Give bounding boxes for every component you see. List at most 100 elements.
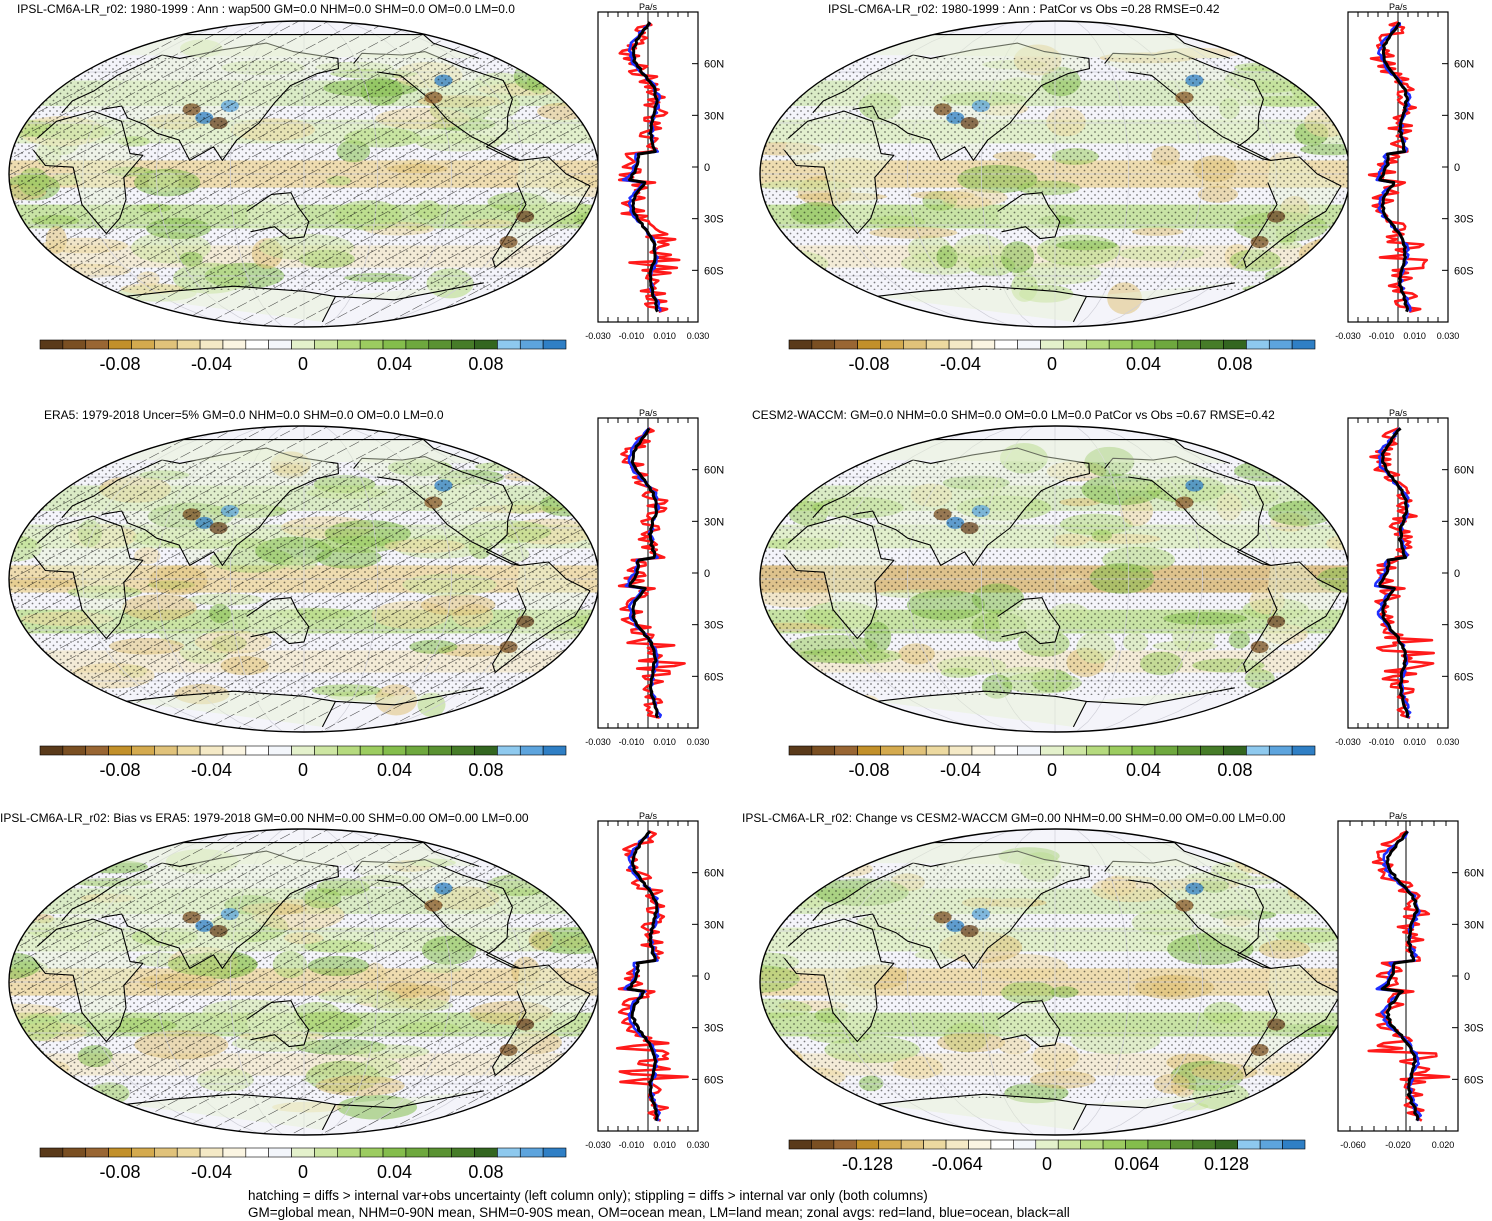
colorbar-swatch bbox=[945, 1139, 969, 1150]
colorbar-swatch bbox=[519, 1147, 544, 1158]
colorbar-tick-label: 0.04 bbox=[377, 760, 412, 780]
zonal-lat-label: 30N bbox=[1464, 919, 1484, 931]
colorbar-tick-label: -0.064 bbox=[932, 1154, 983, 1174]
field-blotch bbox=[773, 865, 820, 896]
colorbar-swatch bbox=[994, 745, 1018, 756]
colorbar-swatch bbox=[359, 745, 384, 756]
zonal-lat-label: 30S bbox=[1464, 1023, 1484, 1035]
panel-5-map bbox=[759, 828, 1351, 1136]
colorbar-swatch bbox=[1177, 339, 1201, 350]
colorbar-tick-label: 0.08 bbox=[1217, 354, 1252, 374]
colorbar-tick-label: -0.08 bbox=[100, 354, 141, 374]
colorbar-swatch bbox=[1063, 745, 1087, 756]
stippling bbox=[760, 463, 1350, 695]
panel-0-zonal-mean-plot: Pa/s -0.030 -0.010 0.010 0.030 60N 30N 0 30S 60S bbox=[585, 2, 724, 341]
colorbar-swatch bbox=[222, 1147, 247, 1158]
zonal-lat-label: 30S bbox=[1454, 214, 1474, 226]
colorbar-swatch bbox=[900, 1139, 924, 1150]
zonal-x-tick-label: -0.020 bbox=[1385, 1140, 1411, 1150]
zonal-lat-label: 60S bbox=[1454, 671, 1474, 683]
colorbar-swatch bbox=[1086, 745, 1110, 756]
zonal-lat-label: 30N bbox=[704, 516, 724, 528]
colorbar-swatch bbox=[268, 745, 292, 756]
colorbar-tick-label: 0 bbox=[1047, 354, 1057, 374]
colorbar-swatch bbox=[1108, 745, 1133, 756]
hatching bbox=[9, 829, 599, 1135]
colorbar-swatch bbox=[291, 1147, 315, 1158]
zonal-unit-label: Pa/s bbox=[639, 2, 658, 12]
colorbar-swatch bbox=[834, 339, 858, 350]
field-blotch bbox=[9, 691, 59, 708]
colorbar-swatch bbox=[451, 339, 475, 350]
field-blotch bbox=[9, 1081, 52, 1113]
panel-2-colorbar: -0.08 -0.04 0 0.04 0.08 bbox=[39, 745, 567, 780]
coastline-greenland bbox=[869, 439, 1231, 464]
colorbar-swatch bbox=[1080, 1139, 1104, 1150]
zonal-x-tick-label: -0.010 bbox=[619, 1140, 645, 1150]
zonal-lat-label: 60S bbox=[704, 265, 724, 277]
colorbar-swatch bbox=[314, 339, 338, 350]
colorbar-swatch bbox=[1268, 339, 1293, 350]
zonal-x-tick-label: 0.030 bbox=[687, 1140, 710, 1150]
field-blotch bbox=[28, 452, 98, 463]
zonal-unit-label: Pa/s bbox=[1389, 811, 1408, 821]
colorbar-swatch bbox=[405, 1147, 430, 1158]
colorbar-swatch bbox=[542, 745, 567, 756]
colorbar-swatch bbox=[382, 1147, 407, 1158]
zonal-frame bbox=[1337, 820, 1459, 1132]
zonal-x-tick-label: -0.030 bbox=[585, 331, 611, 341]
panel-2-title: ERA5: 1979-2018 Uncer=5% GM=0.0 NHM=0.0 … bbox=[44, 408, 444, 422]
zonal-x-tick-label: 0.010 bbox=[653, 1140, 676, 1150]
colorbar-swatch bbox=[62, 339, 87, 350]
colorbar-tick-label: 0.08 bbox=[468, 1162, 503, 1182]
colorbar-tick-label: 0.04 bbox=[377, 354, 412, 374]
zonal-x-tick-label: -0.060 bbox=[1340, 1140, 1366, 1150]
colorbar-tick-label: 0.08 bbox=[468, 354, 503, 374]
colorbar-tick-label: 0 bbox=[1047, 760, 1057, 780]
colorbar-swatch bbox=[1154, 339, 1179, 350]
zonal-x-tick-label: -0.030 bbox=[585, 737, 611, 747]
colorbar-swatch bbox=[245, 339, 269, 350]
colorbar-swatch bbox=[108, 745, 132, 756]
colorbar-tick-label: -0.04 bbox=[940, 354, 981, 374]
colorbar-swatch bbox=[1063, 339, 1087, 350]
colorbar-swatch bbox=[428, 339, 452, 350]
colorbar-swatch bbox=[880, 745, 904, 756]
colorbar-swatch bbox=[519, 745, 544, 756]
panel-2-map bbox=[8, 425, 600, 733]
colorbar-tick-label: -0.08 bbox=[100, 1162, 141, 1182]
colorbar-swatch bbox=[428, 745, 452, 756]
colorbar-swatch bbox=[131, 745, 155, 756]
colorbar-swatch bbox=[1268, 745, 1293, 756]
colorbar-swatch bbox=[154, 745, 178, 756]
colorbar-swatch bbox=[1223, 745, 1247, 756]
colorbar-swatch bbox=[62, 745, 87, 756]
field-blotch bbox=[9, 466, 56, 477]
colorbar-swatch bbox=[788, 745, 813, 756]
zonal-x-tick-label: 0.010 bbox=[1403, 737, 1426, 747]
colorbar-swatch bbox=[1154, 745, 1179, 756]
colorbar-swatch bbox=[314, 1147, 338, 1158]
panel-1-zonal-mean-plot: Pa/s -0.030 -0.010 0.010 0.030 60N 30N 0 30S 60S bbox=[1335, 2, 1474, 341]
field-blotch bbox=[774, 857, 819, 876]
zonal-lat-label: 30N bbox=[704, 110, 724, 122]
zonal-lat-label: 0 bbox=[704, 971, 710, 983]
colorbar-swatch bbox=[1214, 1139, 1238, 1150]
colorbar-swatch bbox=[1013, 1139, 1037, 1150]
colorbar-swatch bbox=[291, 339, 315, 350]
zonal-lat-label: 30N bbox=[704, 919, 724, 931]
colorbar-swatch bbox=[39, 745, 64, 756]
zonal-lat-label: 0 bbox=[704, 162, 710, 174]
colorbar-swatch bbox=[971, 745, 996, 756]
zonal-x-tick-label: 0.010 bbox=[1403, 331, 1426, 341]
colorbar-swatch bbox=[176, 745, 201, 756]
colorbar-swatch bbox=[968, 1139, 992, 1150]
panel-5-zonal-mean-plot: Pa/s -0.060 -0.020 0.020 60N 30N 0 30S 60S bbox=[1337, 811, 1484, 1150]
hatching bbox=[9, 21, 599, 327]
zonal-x-tick-label: -0.010 bbox=[1369, 331, 1395, 341]
panel-5-title: IPSL-CM6A-LR_r02: Change vs CESM2-WACCM … bbox=[742, 811, 1286, 825]
colorbar-tick-label: -0.04 bbox=[940, 760, 981, 780]
colorbar-swatch bbox=[1200, 745, 1224, 756]
stippling bbox=[760, 866, 1350, 1098]
colorbar-swatch bbox=[245, 1147, 269, 1158]
